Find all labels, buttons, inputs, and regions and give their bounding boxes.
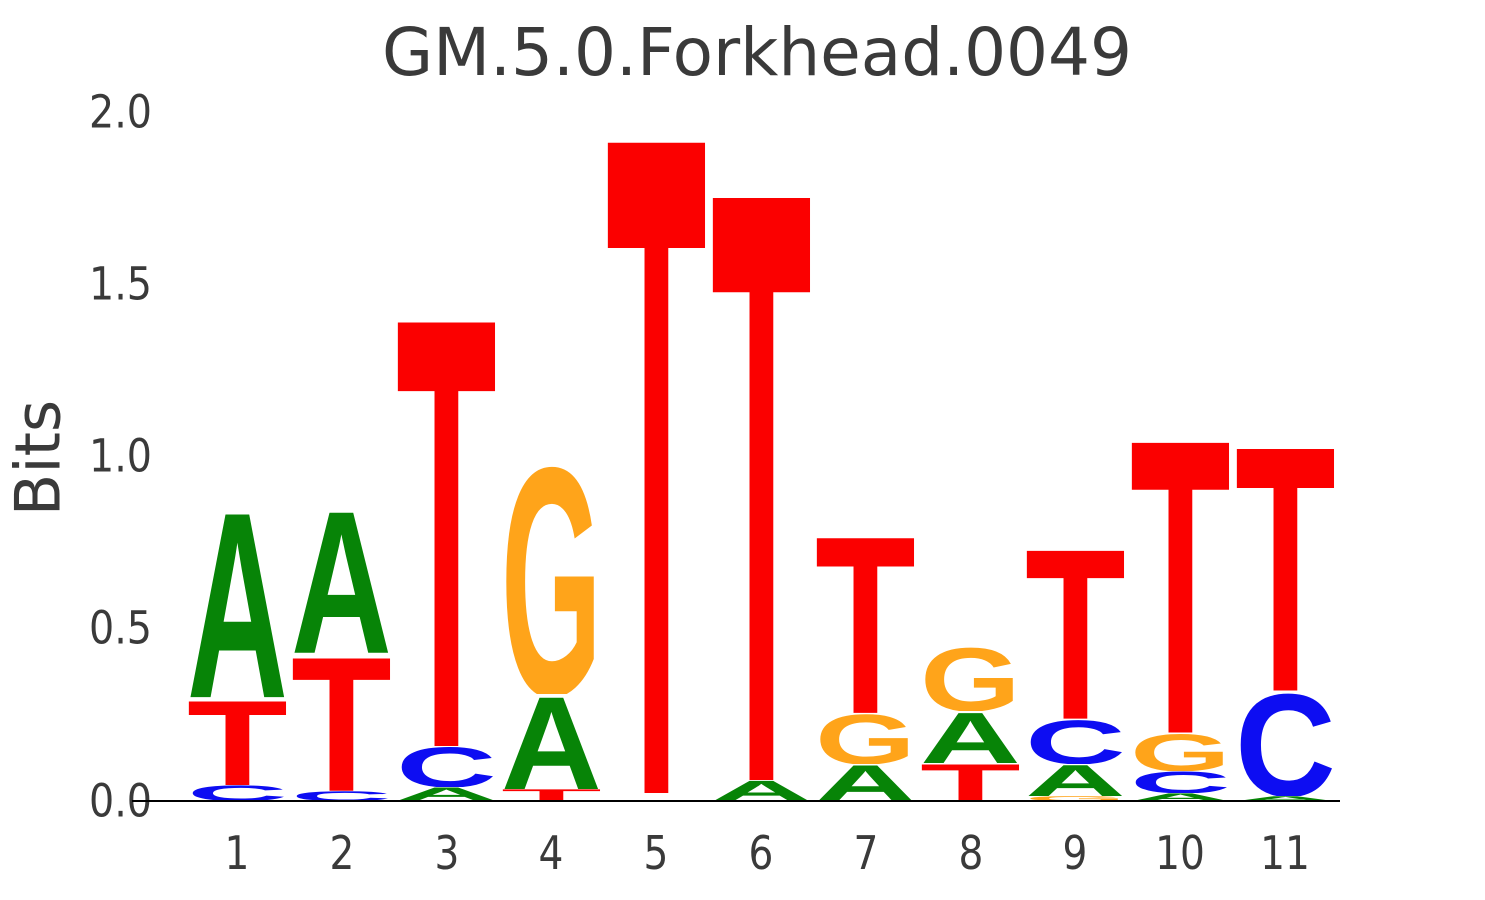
svg-text:A: A [1235,796,1336,801]
svg-text:C: C [396,746,497,787]
logo-letter-T: T [1233,439,1338,690]
logo-letter-C: C [1128,771,1233,793]
x-tick-label: 11 [1260,826,1310,880]
logo-letter-C: C [1233,691,1338,796]
y-tick-label: 1.5 [89,257,152,311]
logo-letter-T: T [289,653,394,791]
logo-letter-G: G [813,713,918,764]
logo-letter-T: T [394,305,499,746]
svg-text:A: A [920,711,1021,763]
x-tick-label: 8 [958,826,984,880]
x-tick-label: 3 [434,826,460,880]
x-tick-label: 10 [1155,826,1206,880]
x-tick-label: 1 [224,826,250,880]
logo-letter-A: A [499,694,604,789]
svg-text:C: C [1025,719,1126,764]
logo-letter-T: T [604,116,709,793]
logo-letter-A: A [813,764,918,801]
logo-column-5: T [604,116,709,801]
svg-text:T: T [501,789,602,800]
y-tick-label: 1.0 [89,429,152,483]
x-tick-label: 4 [538,826,564,880]
logo-letter-A: A [709,780,814,801]
svg-text:T: T [606,116,707,793]
svg-text:A: A [1130,793,1231,801]
logo-letter-T: T [1128,431,1233,732]
logo-letter-A: A [394,787,499,800]
x-tick-label: 9 [1062,826,1088,880]
svg-text:G: G [815,713,916,764]
svg-text:C: C [291,791,392,801]
logo-letter-G: G [918,646,1023,711]
svg-text:A: A [501,694,602,789]
logo-letter-C: C [289,791,394,801]
logo-letter-C: C [1023,719,1128,764]
svg-text:G: G [501,461,602,695]
svg-text:A: A [396,787,497,800]
svg-text:G: G [1025,796,1126,801]
svg-text:T: T [187,698,288,785]
logo-letter-G: G [1023,796,1128,801]
svg-text:A: A [1025,764,1126,796]
svg-text:T: T [1025,544,1126,719]
svg-text:C: C [1235,691,1336,796]
logo-letter-T: T [813,531,918,713]
logo-letter-A: A [918,711,1023,763]
svg-text:A: A [711,780,812,801]
x-tick-label: 6 [748,826,774,880]
logo-letter-C: C [185,785,290,801]
svg-text:A: A [291,507,392,653]
svg-text:G: G [920,646,1021,711]
svg-text:T: T [1235,439,1336,690]
x-tick-label: 5 [643,826,669,880]
chart-title: GM.5.0.Forkhead.0049 [381,14,1133,91]
y-tick-label: 2.0 [89,85,152,138]
logo-letter-T: T [185,698,290,785]
logo-letter-A: A [1128,793,1233,801]
svg-text:T: T [396,305,497,746]
svg-text:T: T [711,174,812,780]
svg-text:T: T [1130,431,1231,732]
y-tick-label: 0.5 [89,601,152,655]
logo-letter-G: G [499,461,604,695]
svg-text:C: C [1130,771,1231,793]
svg-text:A: A [187,507,288,697]
logo-letter-A: A [1023,764,1128,796]
logo-letter-A: A [289,507,394,653]
logo-letter-A: A [185,507,290,697]
svg-text:T: T [815,531,916,713]
logo-letter-T: T [709,174,814,780]
logo-letter-C: C [394,746,499,787]
logo-letter-T: T [499,789,604,800]
logo-letter-T: T [1023,544,1128,719]
logo-letter-A: A [1233,796,1338,801]
x-axis-line [132,799,1340,802]
logo-letter-G: G [1128,733,1233,771]
svg-text:A: A [815,764,916,801]
svg-text:C: C [187,785,288,801]
svg-text:G: G [1130,733,1231,771]
svg-text:T: T [920,763,1021,801]
x-tick-label: 7 [853,826,879,880]
svg-text:T: T [291,653,392,791]
logo-letter-T: T [918,763,1023,801]
x-tick-label: 2 [329,826,355,880]
